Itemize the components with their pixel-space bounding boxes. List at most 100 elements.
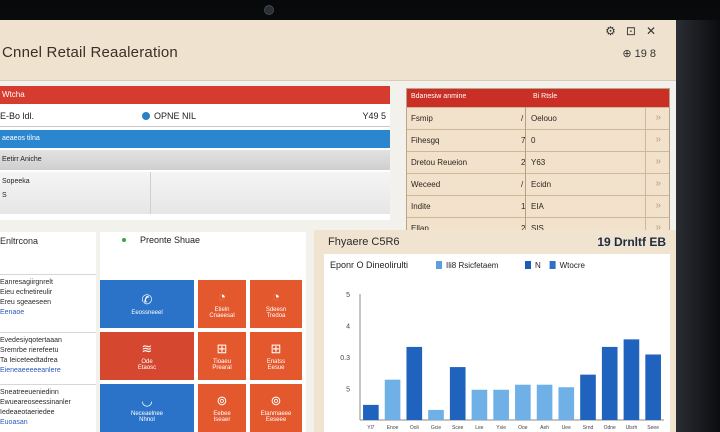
divider [150,172,151,214]
header-right: Bi Rtsle [533,93,558,100]
tile-button[interactable]: ◔ Sdeesn Tredoa [250,280,302,328]
table-row[interactable]: Fsmip / Oelouo » [407,107,669,130]
row-value: Oelouo [531,114,557,123]
detail-sub: S [2,192,7,199]
chevron-right-icon[interactable]: » [655,200,661,211]
status-dot-icon [122,238,126,242]
tile-label: Neceaelnee Nhnol [130,410,164,423]
x-tick-label: Odne [604,425,616,431]
table-row[interactable]: Weceed / Ecidn » [407,173,669,196]
maximize-icon[interactable]: ⊡ [625,24,636,38]
row-value: Y49 5 [362,111,386,121]
header-left: Bdanesiw anmine [411,93,467,100]
tile-button[interactable]: ⊞ Tioaeu Prearal [198,332,246,380]
list-item-text: Eieu ecfnetireulir [0,289,53,296]
chart-bar [363,404,379,420]
tile-button[interactable]: ⊚ Eebee Iseaer [198,384,246,432]
tile-label: Enatss Eesue [266,358,286,371]
chevron-right-icon[interactable]: » [655,112,661,123]
tile-button[interactable]: ✆ Eeossneeel [100,280,194,328]
x-tick-label: Aeh [540,425,549,431]
row-marker: / [521,114,524,123]
selected-row[interactable]: aeaeos tilna [0,130,390,148]
row-value: Ecidn [531,180,552,189]
chevron-right-icon[interactable]: » [655,178,661,189]
x-tick-label: Lee [475,425,484,431]
chevron-right-icon[interactable]: » [655,134,661,145]
row-value: 0 [531,136,536,145]
chevron-right-icon[interactable]: » [655,222,661,233]
row-marker: / [521,180,524,189]
status-table: Bdanesiw anmine Bi Rtsle Fsmip / Oelouo» Fi… [406,88,670,240]
tile-button[interactable]: ◡ Neceaelnee Nhnol [100,384,194,432]
tile-button[interactable]: ◔ Etieln Cnaeesal [198,280,246,328]
tile-button[interactable]: ⊞ Enatss Eesue [250,332,302,380]
chart-title: Eponr O Dineolirulti [330,260,408,270]
row-label: Fihesgq [411,136,440,145]
tile-panel-title: Preonte Shuae [140,235,201,245]
list-title: Enltrcona [0,236,39,246]
chart-bar [406,346,423,420]
tile-label: Eebee Iseaer [213,410,231,423]
table-row[interactable]: Fihesgq 7 0 » [407,129,669,152]
x-tick-label: Gcie [431,425,442,431]
chart-panel: Fhyaere C5R6 19 Drnltf EB Eponr O Dineol… [314,230,676,432]
close-icon[interactable]: ✕ [645,24,656,38]
app-screen: Cnnel Retail Reaaleration ⚙ ⊡ ✕ ⊕ 19 8 W… [0,20,676,432]
list-item-text: Evedesiyqotertaaan [0,337,62,344]
table-row[interactable]: Ellap 2 SIS » [407,217,669,240]
list-item-text: Eanresagiirgnrelt [0,279,53,286]
window-status: ⊕ 19 8 [622,48,656,60]
chart-bar [449,367,466,420]
row-label: Dretou Reueion [411,158,468,167]
chart-bar [493,389,509,420]
tile-button[interactable]: ⊚ Etanmaeee Eeseee [250,384,302,432]
row-marker: 7 [521,136,526,145]
status-table-header: Bdanesiw anmine Bi Rtsle [407,89,669,107]
tile-icon: ⊞ [216,340,228,356]
tile-icon: ◔ [272,288,280,304]
x-tick-label: Srnd [583,425,594,431]
device-edge [676,20,720,432]
chart-bar [645,354,661,420]
tile-label: Sdeesn Tredoa [265,306,287,319]
list-item[interactable]: Sneatreeueniedinn Ewueareoseessinanler Ied… [0,384,96,432]
list-item-text: Sremrbe rierefeetu [0,347,59,354]
row-value: EIA [531,202,544,211]
divider [525,107,526,239]
settings-icon[interactable]: ⚙ [605,24,616,38]
tile-label: Etieln Cnaeesal [209,306,235,319]
table-row[interactable]: Indite 1 EIA » [407,195,669,218]
title-bar: Cnnel Retail Reaaleration ⚙ ⊡ ✕ ⊕ 19 8 [0,20,676,81]
overview-panel: Wtcha E-Bo ldl. OPNE NIL Y49 5 aeaeos ti… [0,86,390,220]
x-tick-label: Ulsrh [626,425,638,431]
row-label: Ellap [411,224,429,233]
x-tick-label: Yl7 [367,425,374,431]
overview-row[interactable]: E-Bo ldl. OPNE NIL Y49 5 [0,108,390,127]
legend-swatch [436,261,442,269]
x-tick-label: Scee [452,425,464,431]
section-row[interactable]: Eetirr Aniche [0,150,390,170]
tile-button[interactable]: ≋ Ode Etaosc [100,332,194,380]
y-tick-label: 5 [346,292,350,299]
table-row[interactable]: Dretou Reueion 2 Y63 » [407,151,669,174]
row-marker: 1 [521,202,526,211]
detail-row[interactable]: Sopeeka S [0,172,390,214]
list-item[interactable]: Evedesiyqotertaaan Sremrbe rierefeetu Ta I… [0,332,96,381]
list-item-text: Iedeaeotaeriedee [0,409,55,416]
app-title: Cnnel Retail Reaaleration [2,44,178,61]
list-item[interactable]: Eanresagiirgnrelt Eieu ecfnetireulir Ereu … [0,274,96,323]
list-item-text: Ereu sgeaeseen [0,299,51,306]
row-label: Fsmip [411,114,433,123]
status-dot-icon [142,112,150,120]
chart-bar [471,389,488,420]
list-item-text: Eieneaeeeeeanlere [0,367,61,374]
tile-icon: ⊚ [270,392,282,408]
chart-bar [601,346,618,420]
tile-label: Tioaeu Prearal [212,358,232,371]
chevron-right-icon[interactable]: » [655,156,661,167]
row-label: E-Bo ldl. [0,111,35,121]
chart-bar [384,379,401,420]
tile-icon: ⊞ [270,340,282,356]
row-value: SIS [531,224,544,233]
